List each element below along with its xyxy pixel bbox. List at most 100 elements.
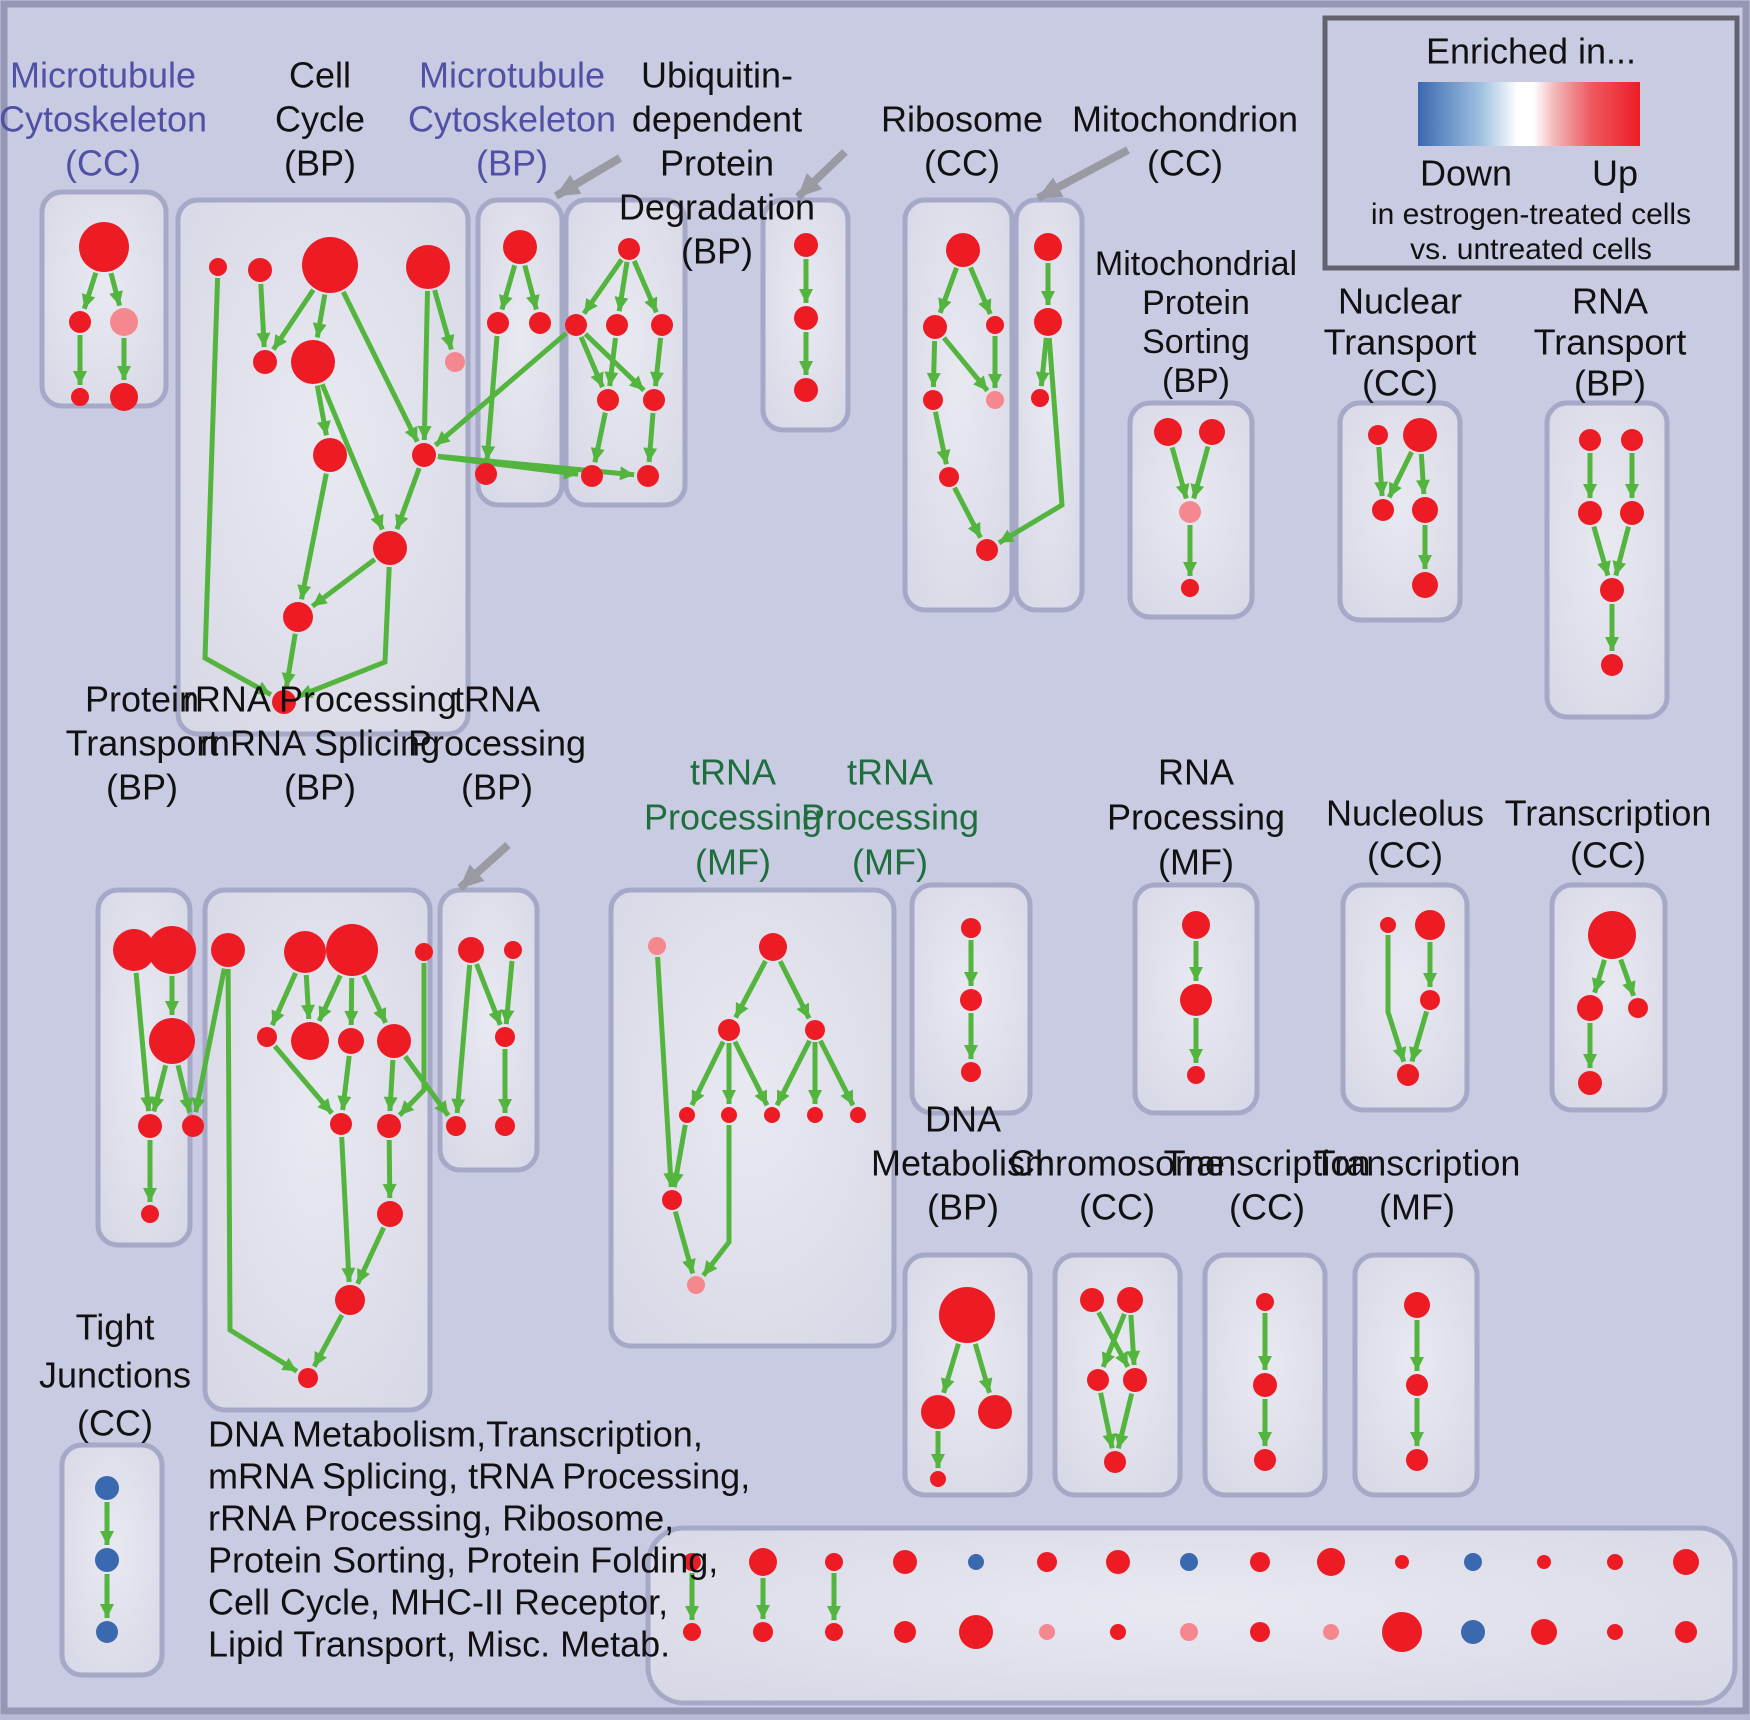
cell-cycle-edge-9 (297, 473, 329, 600)
ribosome-cc-node-0 (946, 233, 980, 267)
chromosome-cc-edge-3 (1098, 1392, 1117, 1449)
rrna-processing-mrna-splicing-node-0 (211, 933, 245, 967)
chromosome-cc-edge-1 (1100, 1312, 1127, 1368)
microtubule-cc-label-line-1: Cytoskeleton (0, 99, 207, 140)
cell-cycle-node-7 (373, 531, 407, 565)
mitochondrial-protein-sorting-node-3 (1181, 579, 1199, 597)
transcription-cc-row2-edge-0 (1591, 959, 1607, 994)
rna-processing-mf-node-0 (1182, 911, 1210, 939)
nucleolus-cc-node-2 (1420, 990, 1440, 1010)
microtubule-cc-box (39, 189, 169, 409)
cell-cycle-label-line-0: Cell (289, 55, 351, 96)
ribosome-cc-edge-6 (952, 486, 983, 539)
rrna-processing-mrna-splicing-label-line-2: (BP) (284, 767, 356, 808)
microtubule-cc-node-4 (110, 383, 138, 411)
rrna-processing-mrna-splicing-edge-3 (344, 977, 359, 1026)
misc-band-node-25 (1382, 1612, 1422, 1652)
microtubule-bp-node-1 (487, 312, 509, 334)
transcription-mf-label-line-1: (MF) (1379, 1187, 1455, 1228)
misc-band-node-23 (1250, 1622, 1270, 1642)
rrna-processing-mrna-splicing-node-9 (377, 1114, 401, 1138)
transcription-cc-row2-node-1 (1577, 995, 1603, 1021)
transcription-cc-row2-box (1549, 882, 1668, 1113)
cell-cycle-node-8 (283, 602, 313, 632)
nuclear-transport-node-4 (1412, 572, 1438, 598)
trna-processing-mf-1-label-line-1: Processing (644, 797, 822, 838)
mitochondrial-protein-sorting-node-2 (1179, 501, 1201, 523)
ubiquitin-bp-edge-3 (578, 336, 605, 389)
trna-processing-mf-2-label-line-1: Processing (801, 797, 979, 838)
rrna-processing-mrna-splicing-edge-6 (272, 1044, 334, 1115)
transcription-mf-node-0 (1404, 1292, 1430, 1318)
rrna-processing-mrna-splicing-node-3 (415, 943, 433, 961)
cross-edge-3 (997, 337, 1065, 545)
trna-processing-mf-1-node-8 (850, 1107, 866, 1123)
rna-transport-label-line-1: Transport (1534, 322, 1687, 363)
rna-processing-mf-node-1 (1180, 984, 1212, 1016)
nuclear-transport-edge-2 (1416, 453, 1430, 495)
mitochondrion-cc-label-line-0: Mitochondrion (1072, 99, 1298, 140)
misc-label-line-2: rRNA Processing, Ribosome, (208, 1498, 674, 1539)
trna-processing-bp-label-line-0: tRNA (454, 679, 540, 720)
misc-band-node-1 (749, 1548, 777, 1576)
misc-band-node-24 (1323, 1624, 1339, 1640)
trna-processing-mf-1-node-1 (759, 933, 787, 961)
chromosome-cc-edge-2 (1126, 1314, 1141, 1366)
ribosome-cc-node-1 (923, 315, 947, 339)
rna-transport-node-1 (1621, 429, 1643, 451)
chromosome-cc-edge-4 (1114, 1393, 1135, 1449)
trna-processing-bp-edge-0 (474, 963, 503, 1026)
transcription-cc-row2-node-3 (1578, 1071, 1602, 1095)
legend-subtitle-line-1: in estrogen-treated cells (1371, 198, 1691, 231)
ubiquitin-bp-node-5 (643, 389, 665, 411)
ubiquitin-bp-edge-5 (583, 332, 646, 393)
ubiquitin-bp-2-node-0 (794, 233, 818, 257)
misc-band-node-22 (1180, 1623, 1198, 1641)
trna-processing-mf-1-node-4 (679, 1107, 695, 1123)
ubiquitin-left-arrow (553, 154, 623, 200)
trna-processing-bp-node-3 (446, 1116, 466, 1136)
microtubule-cc-node-1 (69, 311, 91, 333)
protein-transport-node-1 (148, 926, 196, 974)
misc-label-line-4: Cell Cycle, MHC-II Receptor, (208, 1582, 668, 1623)
ribosome-cc-edge-3 (941, 336, 990, 393)
rna-transport-node-0 (1579, 429, 1601, 451)
transcription-cc-row2-edge-1 (1618, 958, 1636, 997)
misc-label-line-1: mRNA Splicing, tRNA Processing, (208, 1456, 750, 1497)
nucleolus-cc-label-line-1: (CC) (1367, 835, 1443, 876)
legend-up-label: Up (1592, 153, 1638, 194)
cell-cycle-edge-3 (312, 294, 328, 338)
microtubule-bp-node-3 (475, 463, 497, 485)
trna-processing-bp-edge-3 (451, 964, 473, 1114)
trna-processing-mf-2-node-0 (961, 918, 981, 938)
protein-transport-edge-2 (150, 1064, 169, 1113)
protein-transport-edge-3 (175, 1064, 194, 1113)
trna-processing-mf-1-node-6 (764, 1107, 780, 1123)
rrna-processing-mrna-splicing-edge-13 (225, 968, 299, 1374)
trna-processing-mf-1-edge-8 (655, 956, 678, 1188)
transcription-mf-node-2 (1406, 1449, 1428, 1471)
tight-junctions-label-line-2: (CC) (77, 1403, 153, 1444)
cell-cycle-edge-10 (394, 467, 422, 531)
chromosome-cc-node-4 (1104, 1451, 1126, 1473)
misc-band-node-29 (1675, 1621, 1697, 1643)
cross-edge-5 (403, 1054, 451, 1117)
dna-metabolism-label-line-2: (BP) (927, 1187, 999, 1228)
nucleolus-cc-label-line-0: Nucleolus (1326, 793, 1484, 834)
cell-cycle-node-4 (253, 350, 277, 374)
rna-transport-edge-3 (1612, 525, 1631, 577)
protein-transport-node-3 (138, 1114, 162, 1138)
rrna-processing-mrna-splicing-edge-9 (382, 1139, 397, 1199)
transcription-cc-row3-node-0 (1256, 1293, 1274, 1311)
trna-processing-mf-2-label-line-2: (MF) (852, 842, 928, 883)
misc-band-node-17 (825, 1623, 843, 1641)
trna-processing-mf-1-label-line-0: tRNA (690, 752, 776, 793)
mitochondrial-protein-sorting-node-1 (1199, 419, 1225, 445)
cell-cycle-edge-2 (271, 288, 316, 351)
nuclear-transport-edge-0 (1374, 446, 1389, 497)
misc-band-node-13 (1607, 1554, 1623, 1570)
rrna-processing-mrna-splicing-edge-5 (397, 963, 427, 1117)
rrna-processing-mrna-splicing-label-line-0: rRNA Processing (183, 679, 457, 720)
trna-processing-mf-2-node-1 (960, 989, 982, 1011)
trna-processing-mf-1-node-0 (648, 937, 666, 955)
